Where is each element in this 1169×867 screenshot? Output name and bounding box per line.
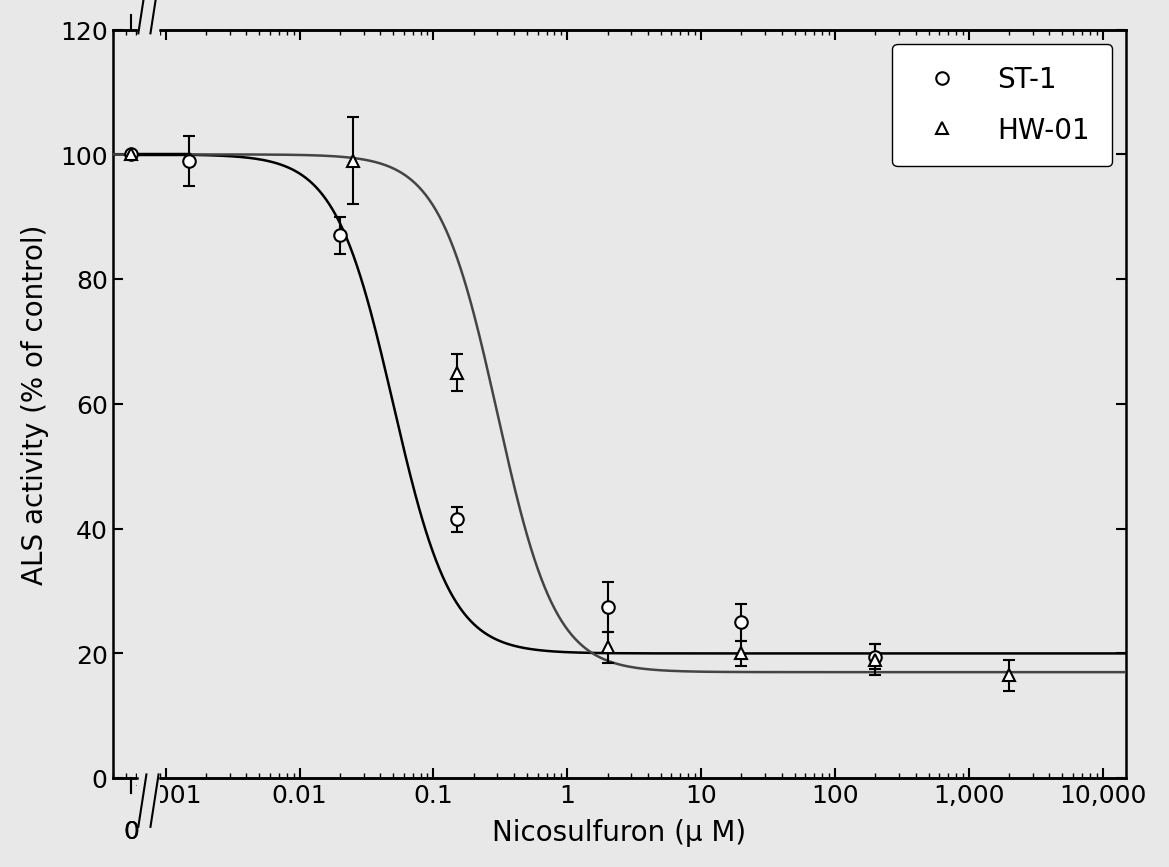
Legend: ST-1, HW-01: ST-1, HW-01 bbox=[892, 44, 1112, 166]
Bar bbox=[112, 786, 141, 831]
Bar bbox=[137, 8, 159, 82]
X-axis label: Nicosulfuron (μ M): Nicosulfuron (μ M) bbox=[492, 818, 746, 846]
Text: 0: 0 bbox=[123, 819, 139, 844]
Text: 0: 0 bbox=[123, 819, 139, 844]
Bar bbox=[137, 763, 159, 831]
Y-axis label: ALS activity (% of control): ALS activity (% of control) bbox=[21, 225, 49, 584]
